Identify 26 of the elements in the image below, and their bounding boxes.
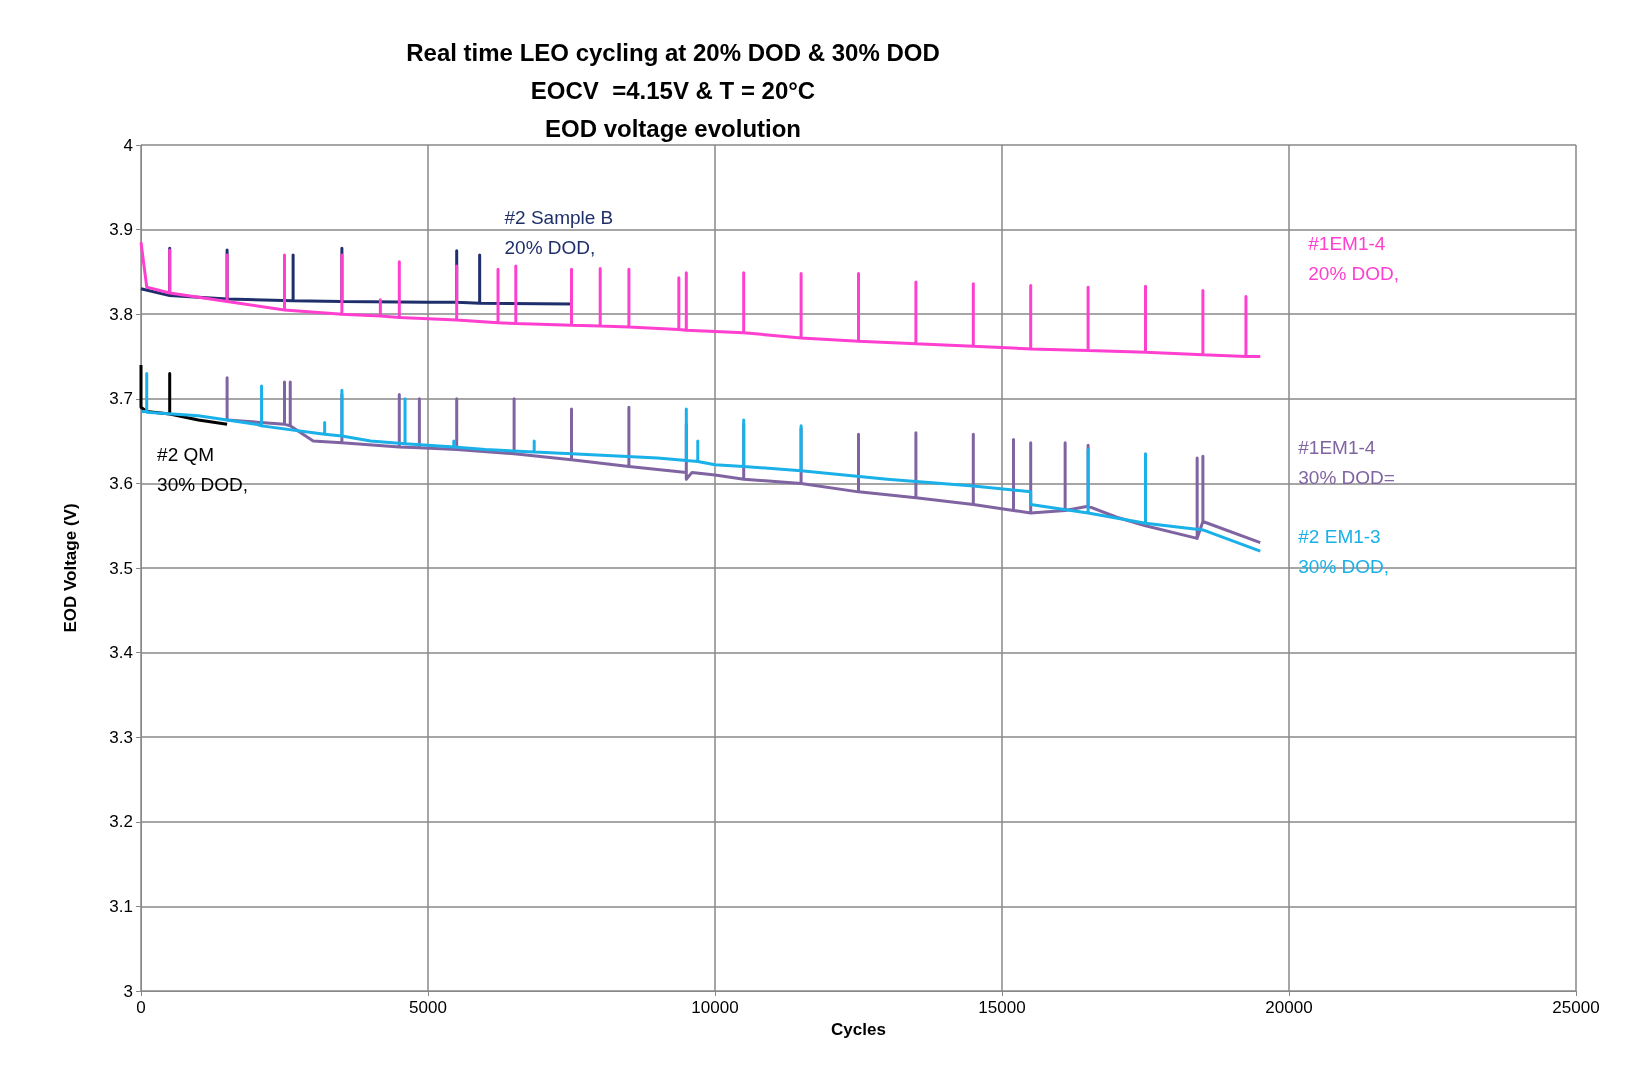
y-tick-label: 3.9	[109, 220, 133, 240]
text: #1EM1-4 20% DOD,	[1308, 233, 1400, 284]
chart-title: Real time LEO cycling at 20% DOD & 30% DOD EOCV =4.15V & T = 20°C EOD voltage evolution	[406, 38, 940, 142]
text: #1EM1-4 30% DOD=	[1298, 437, 1395, 489]
y-tick-label: 3.1	[109, 896, 133, 916]
y-tick-label: 3.5	[109, 558, 133, 578]
y-tick-label: 3.7	[109, 389, 133, 409]
y-tick-label: 3.6	[109, 473, 133, 493]
y-axis-title: EOD Voltage (V)	[61, 503, 80, 633]
y-tick-label: 3.4	[109, 643, 133, 663]
x-tick-label: 20000	[1265, 998, 1313, 1017]
y-tick-label: 3	[123, 981, 133, 1001]
series-label: #2 Sample B 20% DOD,	[504, 206, 614, 258]
x-tick-label: 15000	[978, 998, 1026, 1017]
x-axis-title: Cycles	[831, 1019, 886, 1039]
y-tick-label: 3.3	[109, 727, 133, 747]
x-tick-label: 0	[136, 998, 146, 1017]
line-series	[139, 240, 1262, 358]
y-tick-label: 3.8	[109, 304, 133, 324]
series-label: #2 QM 30% DOD,	[157, 443, 248, 495]
y-tick-label: 3.2	[109, 812, 133, 832]
x-tick-label: 5000	[409, 998, 447, 1017]
y-tick-label: 4	[123, 135, 133, 155]
x-tick-label: 10000	[691, 998, 739, 1017]
series-label: #2 EM1-3 30% DOD,	[1298, 525, 1390, 577]
x-tick-label: 25000	[1552, 998, 1600, 1017]
